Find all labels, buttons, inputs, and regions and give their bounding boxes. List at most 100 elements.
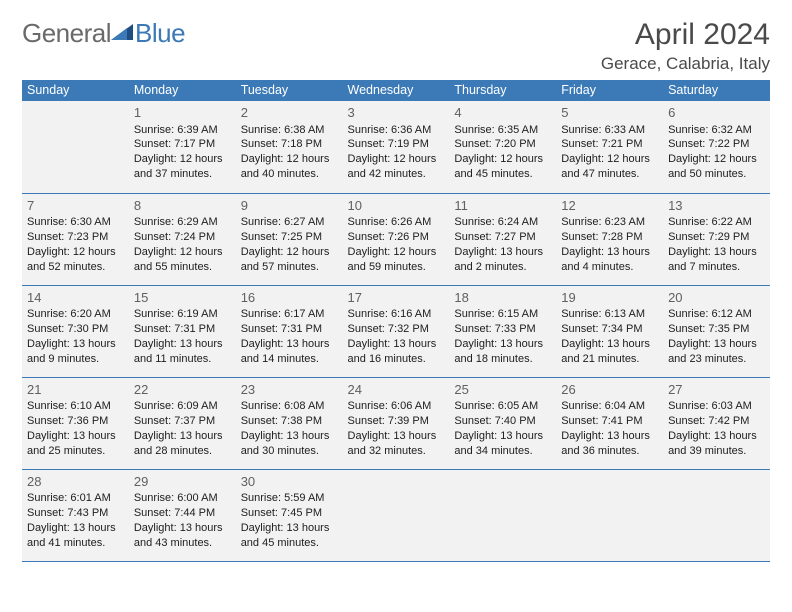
sunset-text: Sunset: 7:30 PM	[27, 322, 124, 337]
daylight-text: Daylight: 13 hours	[561, 337, 658, 352]
sunrise-text: Sunrise: 6:01 AM	[27, 491, 124, 506]
calendar-day-cell: 20Sunrise: 6:12 AMSunset: 7:35 PMDayligh…	[663, 285, 770, 377]
day-number: 2	[241, 104, 338, 122]
day-header: Saturday	[663, 80, 770, 101]
sunrise-text: Sunrise: 6:22 AM	[668, 215, 765, 230]
day-number: 8	[134, 197, 231, 215]
daylight-text: and 52 minutes.	[27, 260, 124, 275]
day-number: 27	[668, 381, 765, 399]
day-number: 16	[241, 289, 338, 307]
calendar-day-cell: 26Sunrise: 6:04 AMSunset: 7:41 PMDayligh…	[556, 377, 663, 469]
sunrise-text: Sunrise: 6:17 AM	[241, 307, 338, 322]
daylight-text: and 7 minutes.	[668, 260, 765, 275]
calendar-day-cell: 14Sunrise: 6:20 AMSunset: 7:30 PMDayligh…	[22, 285, 129, 377]
calendar-day-cell: 2Sunrise: 6:38 AMSunset: 7:18 PMDaylight…	[236, 101, 343, 193]
day-number: 21	[27, 381, 124, 399]
daylight-text: and 34 minutes.	[454, 444, 551, 459]
daylight-text: Daylight: 13 hours	[454, 429, 551, 444]
sunrise-text: Sunrise: 6:23 AM	[561, 215, 658, 230]
calendar-day-cell	[343, 469, 450, 561]
daylight-text: Daylight: 12 hours	[348, 152, 445, 167]
daylight-text: and 41 minutes.	[27, 536, 124, 551]
sunset-text: Sunset: 7:42 PM	[668, 414, 765, 429]
calendar-day-cell	[556, 469, 663, 561]
daylight-text: Daylight: 13 hours	[27, 429, 124, 444]
sunrise-text: Sunrise: 6:06 AM	[348, 399, 445, 414]
sunrise-text: Sunrise: 6:09 AM	[134, 399, 231, 414]
day-header: Thursday	[449, 80, 556, 101]
logo-triangle-icon	[111, 22, 133, 47]
sunset-text: Sunset: 7:32 PM	[348, 322, 445, 337]
sunrise-text: Sunrise: 6:20 AM	[27, 307, 124, 322]
calendar-day-cell: 27Sunrise: 6:03 AMSunset: 7:42 PMDayligh…	[663, 377, 770, 469]
day-header: Sunday	[22, 80, 129, 101]
sunrise-text: Sunrise: 6:33 AM	[561, 123, 658, 138]
calendar-day-cell: 9Sunrise: 6:27 AMSunset: 7:25 PMDaylight…	[236, 193, 343, 285]
sunset-text: Sunset: 7:28 PM	[561, 230, 658, 245]
sunrise-text: Sunrise: 6:27 AM	[241, 215, 338, 230]
calendar-head: SundayMondayTuesdayWednesdayThursdayFrid…	[22, 80, 770, 101]
sunset-text: Sunset: 7:31 PM	[134, 322, 231, 337]
day-header: Wednesday	[343, 80, 450, 101]
sunset-text: Sunset: 7:17 PM	[134, 137, 231, 152]
daylight-text: and 14 minutes.	[241, 352, 338, 367]
sunrise-text: Sunrise: 6:15 AM	[454, 307, 551, 322]
daylight-text: and 18 minutes.	[454, 352, 551, 367]
day-number: 13	[668, 197, 765, 215]
sunset-text: Sunset: 7:23 PM	[27, 230, 124, 245]
daylight-text: and 50 minutes.	[668, 167, 765, 182]
day-number: 19	[561, 289, 658, 307]
calendar-day-cell: 10Sunrise: 6:26 AMSunset: 7:26 PMDayligh…	[343, 193, 450, 285]
daylight-text: Daylight: 12 hours	[27, 245, 124, 260]
logo-text-blue: Blue	[135, 18, 185, 49]
logo-text-general: General	[22, 18, 111, 49]
day-number: 6	[668, 104, 765, 122]
calendar-day-cell: 23Sunrise: 6:08 AMSunset: 7:38 PMDayligh…	[236, 377, 343, 469]
sunset-text: Sunset: 7:33 PM	[454, 322, 551, 337]
calendar-week-row: 1Sunrise: 6:39 AMSunset: 7:17 PMDaylight…	[22, 101, 770, 193]
day-number: 9	[241, 197, 338, 215]
sunset-text: Sunset: 7:39 PM	[348, 414, 445, 429]
daylight-text: Daylight: 12 hours	[348, 245, 445, 260]
sunrise-text: Sunrise: 6:10 AM	[27, 399, 124, 414]
daylight-text: and 32 minutes.	[348, 444, 445, 459]
calendar-day-cell	[663, 469, 770, 561]
sunset-text: Sunset: 7:19 PM	[348, 137, 445, 152]
daylight-text: and 21 minutes.	[561, 352, 658, 367]
sunset-text: Sunset: 7:35 PM	[668, 322, 765, 337]
sunset-text: Sunset: 7:36 PM	[27, 414, 124, 429]
sunrise-text: Sunrise: 6:24 AM	[454, 215, 551, 230]
calendar-day-cell	[449, 469, 556, 561]
daylight-text: Daylight: 13 hours	[454, 245, 551, 260]
daylight-text: Daylight: 13 hours	[134, 337, 231, 352]
sunrise-text: Sunrise: 6:05 AM	[454, 399, 551, 414]
sunset-text: Sunset: 7:38 PM	[241, 414, 338, 429]
calendar-day-cell: 16Sunrise: 6:17 AMSunset: 7:31 PMDayligh…	[236, 285, 343, 377]
daylight-text: Daylight: 13 hours	[668, 245, 765, 260]
daylight-text: Daylight: 13 hours	[348, 429, 445, 444]
day-number: 7	[27, 197, 124, 215]
calendar-day-cell: 3Sunrise: 6:36 AMSunset: 7:19 PMDaylight…	[343, 101, 450, 193]
sunset-text: Sunset: 7:27 PM	[454, 230, 551, 245]
day-number: 15	[134, 289, 231, 307]
daylight-text: Daylight: 13 hours	[241, 429, 338, 444]
daylight-text: Daylight: 13 hours	[134, 521, 231, 536]
logo: General Blue	[22, 18, 185, 49]
daylight-text: and 28 minutes.	[134, 444, 231, 459]
sunrise-text: Sunrise: 6:13 AM	[561, 307, 658, 322]
calendar-day-cell: 11Sunrise: 6:24 AMSunset: 7:27 PMDayligh…	[449, 193, 556, 285]
calendar-week-row: 28Sunrise: 6:01 AMSunset: 7:43 PMDayligh…	[22, 469, 770, 561]
sunrise-text: Sunrise: 6:26 AM	[348, 215, 445, 230]
sunrise-text: Sunrise: 6:12 AM	[668, 307, 765, 322]
daylight-text: and 55 minutes.	[134, 260, 231, 275]
daylight-text: and 39 minutes.	[668, 444, 765, 459]
daylight-text: Daylight: 12 hours	[561, 152, 658, 167]
daylight-text: Daylight: 12 hours	[241, 152, 338, 167]
sunrise-text: Sunrise: 6:35 AM	[454, 123, 551, 138]
calendar-body: 1Sunrise: 6:39 AMSunset: 7:17 PMDaylight…	[22, 101, 770, 561]
day-number: 22	[134, 381, 231, 399]
sunset-text: Sunset: 7:21 PM	[561, 137, 658, 152]
sunset-text: Sunset: 7:41 PM	[561, 414, 658, 429]
daylight-text: Daylight: 13 hours	[27, 337, 124, 352]
sunrise-text: Sunrise: 6:03 AM	[668, 399, 765, 414]
